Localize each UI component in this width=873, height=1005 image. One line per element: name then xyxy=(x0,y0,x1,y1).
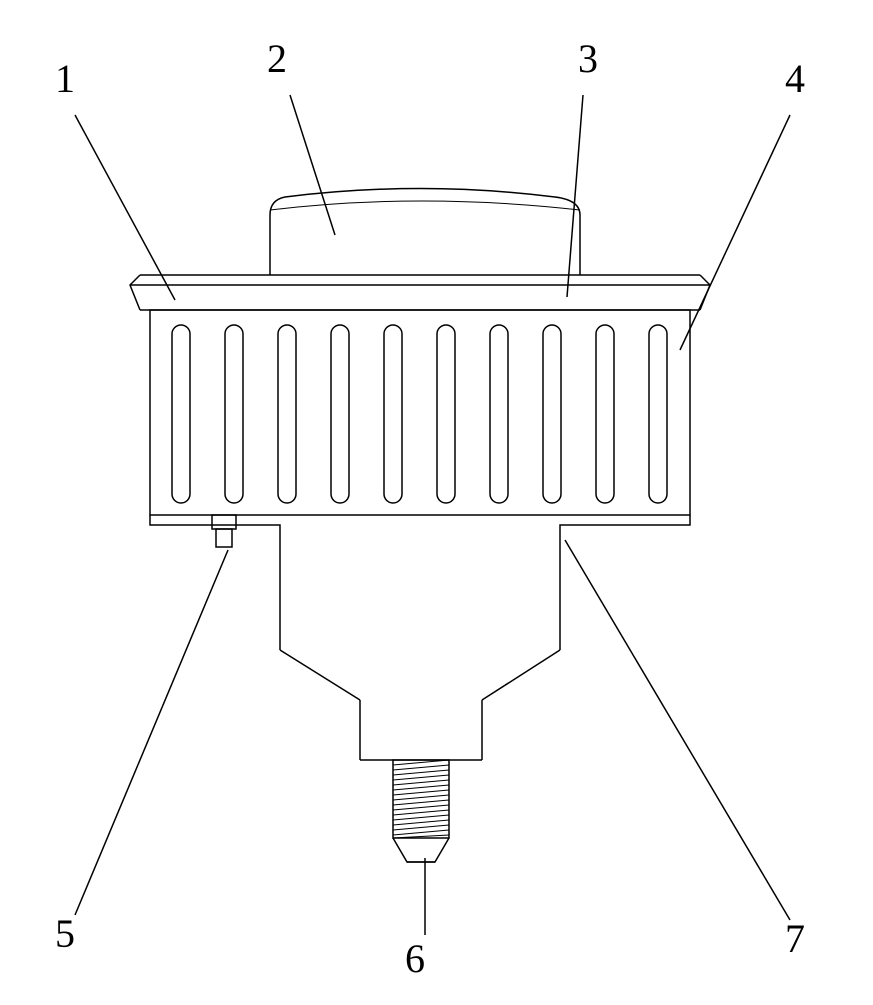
top-flat-bar xyxy=(130,275,710,310)
heatsink-body xyxy=(150,310,690,515)
leader-4 xyxy=(680,115,790,350)
neck xyxy=(360,700,482,760)
label-1: 1 xyxy=(55,55,75,102)
label-4: 4 xyxy=(785,55,805,102)
taper-section xyxy=(280,650,560,700)
label-7: 7 xyxy=(785,915,805,962)
base-tip xyxy=(393,838,449,862)
leader-1 xyxy=(75,115,175,300)
leader-2 xyxy=(290,95,335,235)
heatsink-slots xyxy=(172,325,667,503)
label-3: 3 xyxy=(578,35,598,82)
label-6: 6 xyxy=(405,935,425,982)
diagram-svg xyxy=(0,0,873,1000)
dome-inner-line xyxy=(270,201,580,210)
small-connector xyxy=(212,515,236,547)
technical-diagram: 1 2 3 4 5 6 7 xyxy=(0,0,873,1000)
label-5: 5 xyxy=(55,910,75,957)
middle-body xyxy=(150,515,690,650)
thread-section xyxy=(393,760,449,838)
label-2: 2 xyxy=(267,35,287,82)
leader-5 xyxy=(75,550,228,915)
leader-7 xyxy=(565,540,790,920)
